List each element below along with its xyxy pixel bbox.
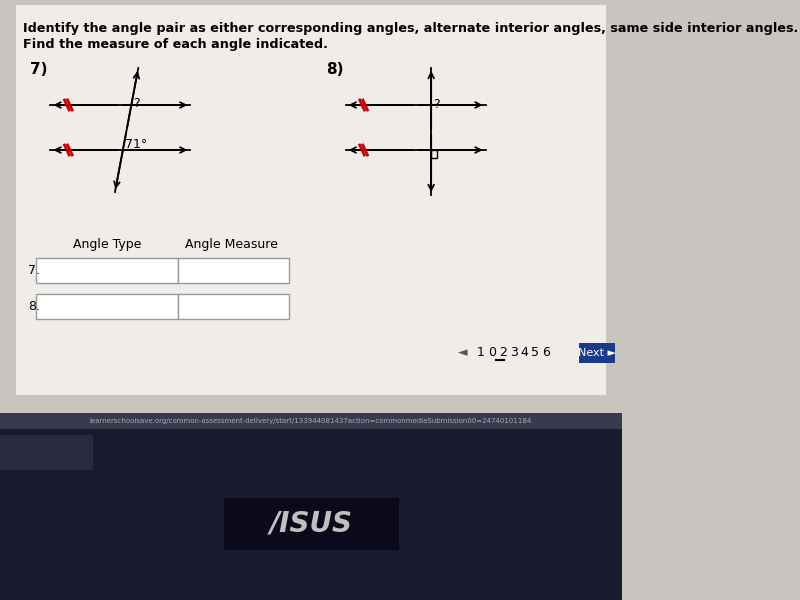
Bar — [15, 5, 606, 395]
Text: 6: 6 — [542, 346, 550, 359]
Bar — [0, 429, 622, 600]
Text: 71°: 71° — [126, 138, 147, 151]
Text: 7.: 7. — [28, 263, 40, 277]
Bar — [0, 413, 622, 429]
Bar — [431, 150, 438, 158]
Bar — [178, 258, 289, 283]
Text: ?: ? — [133, 97, 139, 110]
Bar — [36, 294, 178, 319]
Bar — [224, 498, 399, 550]
Text: 8): 8) — [326, 62, 344, 77]
Text: Angle Type: Angle Type — [73, 238, 142, 251]
Bar — [0, 435, 94, 470]
Text: /ISUS: /ISUS — [270, 510, 352, 538]
Text: ◄: ◄ — [458, 346, 468, 359]
Text: Find the measure of each angle indicated.: Find the measure of each angle indicated… — [23, 38, 328, 51]
Bar — [36, 258, 178, 283]
Text: 2: 2 — [498, 346, 506, 359]
Text: 0: 0 — [488, 346, 496, 359]
Bar — [178, 294, 289, 319]
Text: 5: 5 — [531, 346, 539, 359]
Text: Next ►: Next ► — [578, 348, 616, 358]
Text: 7): 7) — [30, 62, 47, 77]
Text: 4: 4 — [521, 346, 528, 359]
Text: Identify the angle pair as either corresponding angles, alternate interior angle: Identify the angle pair as either corres… — [23, 22, 798, 35]
Text: Angle Measure: Angle Measure — [185, 238, 278, 251]
Text: learnerschoolsave.org/common-assessment-delivery/start/133944081437action=common: learnerschoolsave.org/common-assessment-… — [90, 418, 532, 424]
Text: 3: 3 — [510, 346, 518, 359]
Text: 1: 1 — [477, 346, 485, 359]
Bar — [578, 343, 614, 363]
Text: 8.: 8. — [28, 299, 40, 313]
Text: ?: ? — [434, 98, 440, 111]
